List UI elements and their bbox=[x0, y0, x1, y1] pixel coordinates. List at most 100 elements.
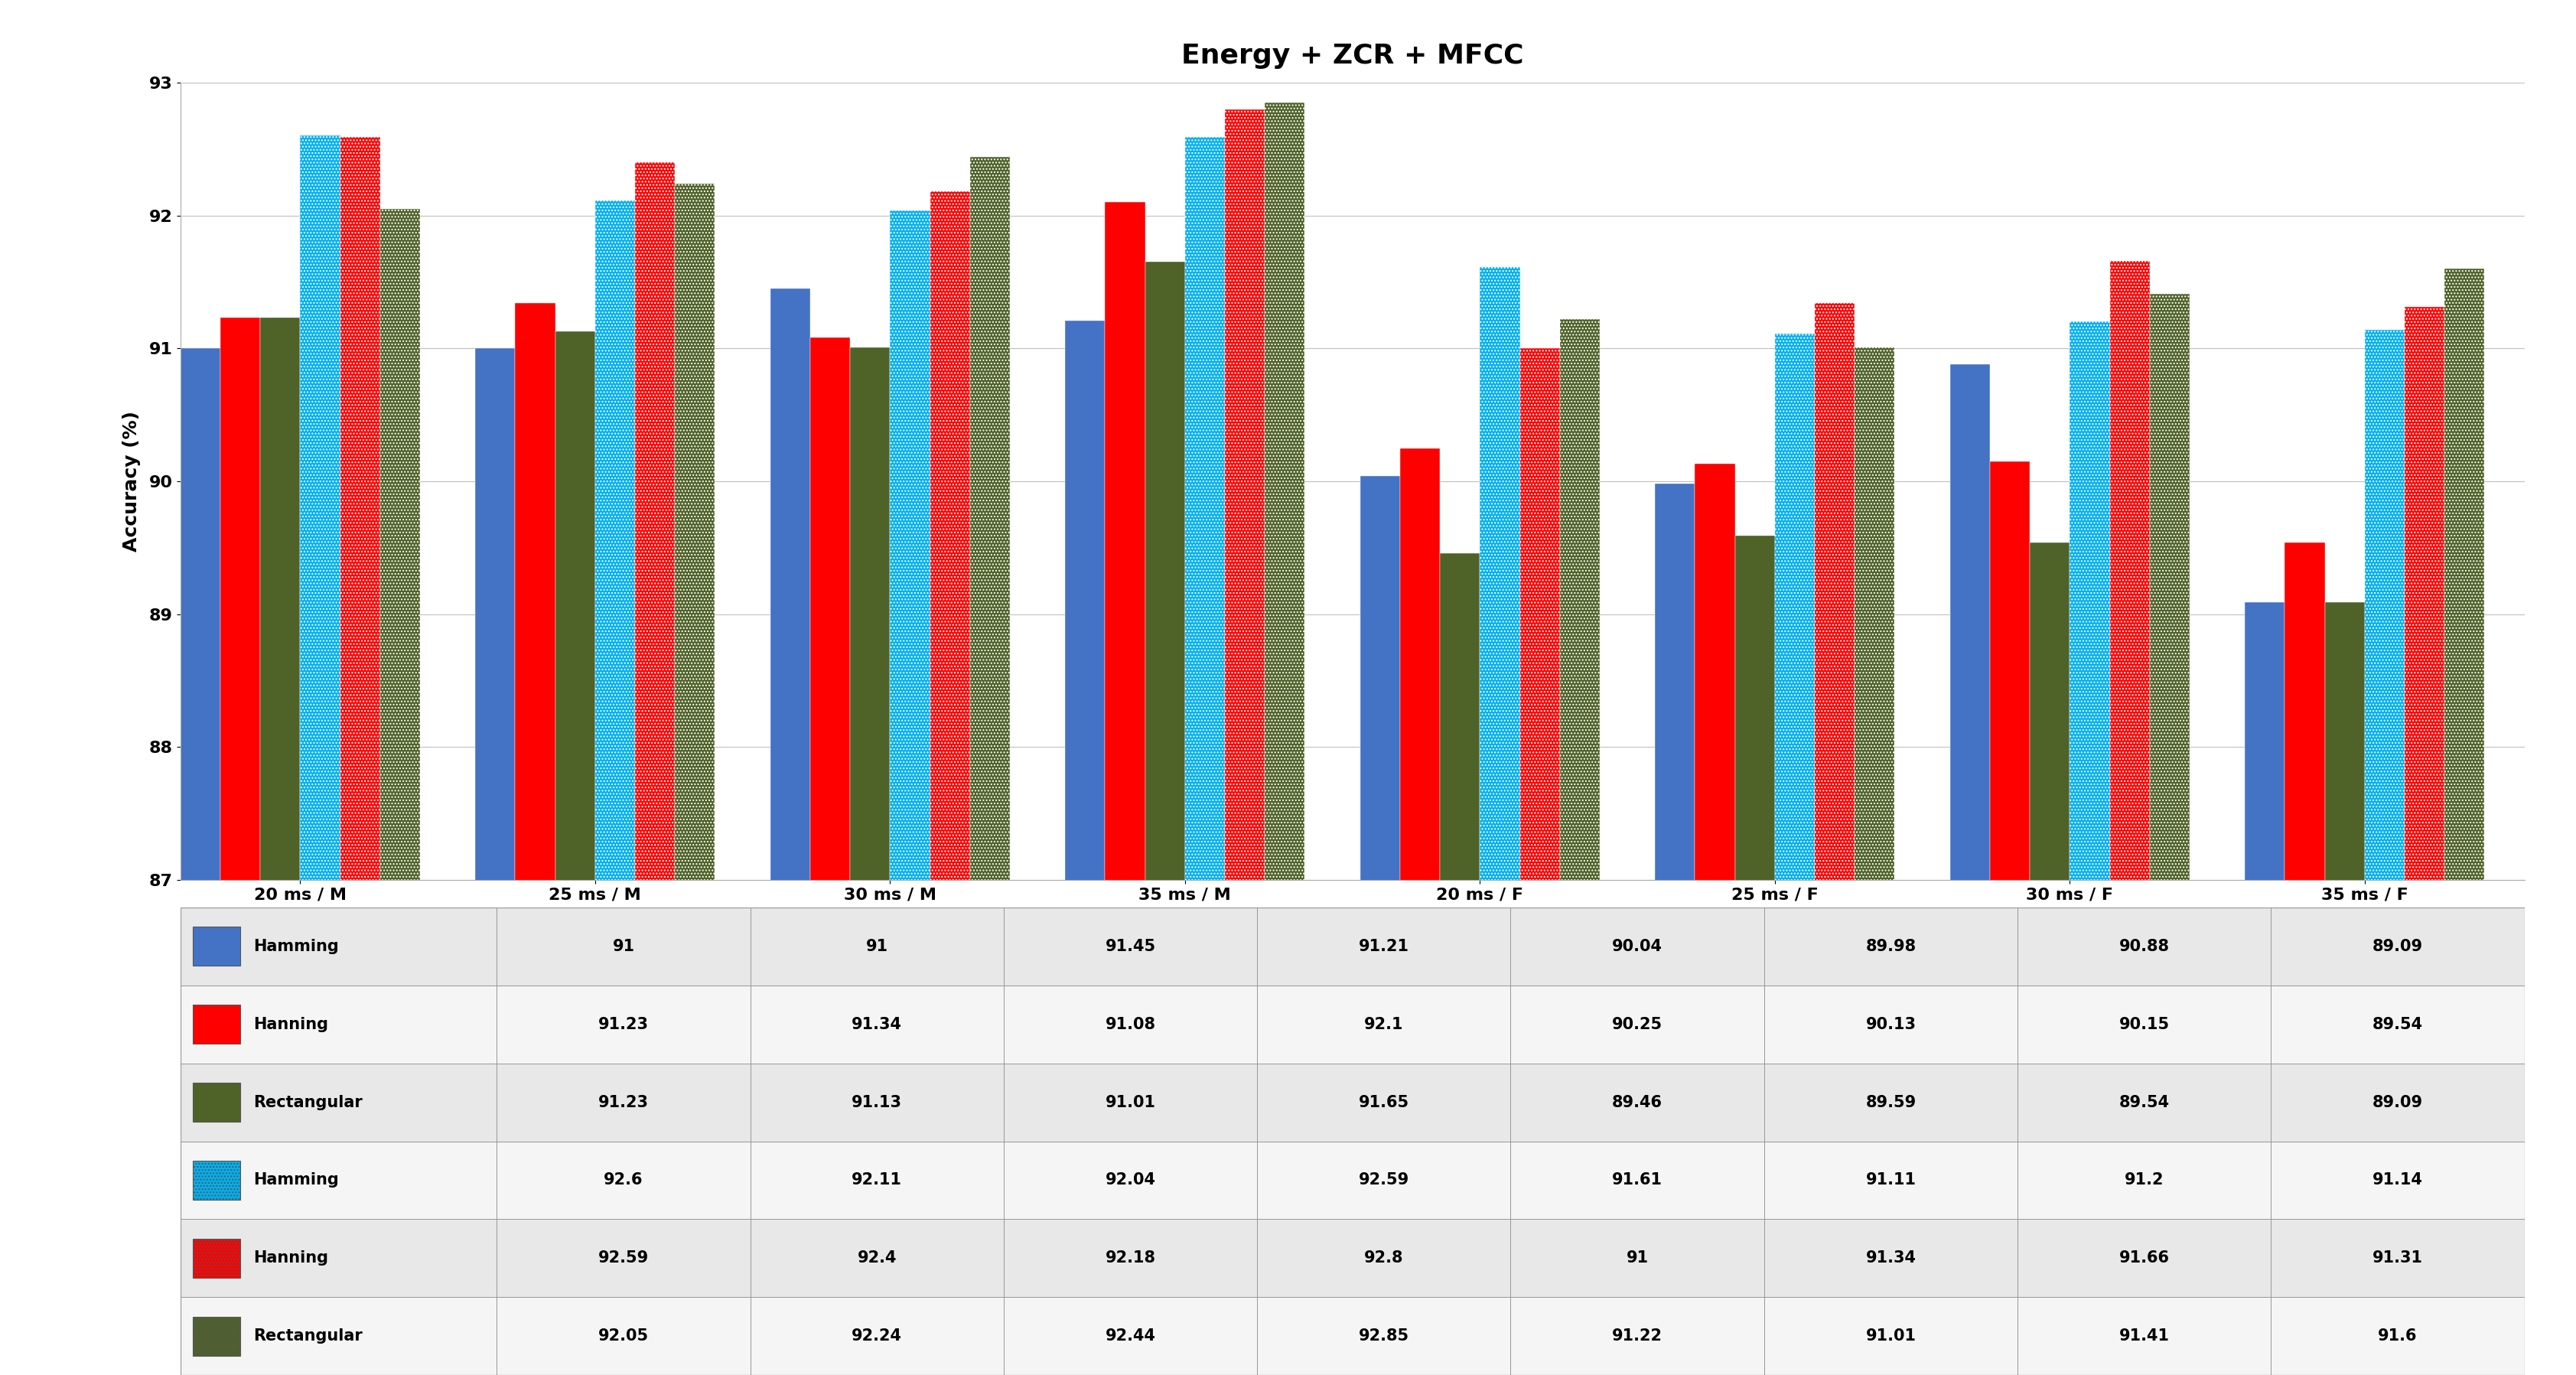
Bar bbox=[1561, 319, 1600, 1375]
Bar bbox=[556, 331, 595, 1375]
Bar bbox=[971, 157, 1010, 1375]
Bar bbox=[1775, 334, 1814, 1375]
Bar bbox=[809, 338, 850, 1375]
Text: 91.14: 91.14 bbox=[2372, 1173, 2424, 1188]
Text: 91.23: 91.23 bbox=[598, 1016, 649, 1033]
Bar bbox=[850, 346, 891, 1375]
Bar bbox=[1064, 320, 1105, 1375]
Bar bbox=[193, 927, 240, 965]
Text: Hamming: Hamming bbox=[252, 939, 337, 954]
Text: 92.59: 92.59 bbox=[1358, 1173, 1409, 1188]
Text: 89.54: 89.54 bbox=[2120, 1094, 2169, 1110]
Bar bbox=[301, 136, 340, 1375]
Bar bbox=[1989, 462, 2030, 1375]
Bar bbox=[1520, 348, 1561, 1375]
Text: 91.34: 91.34 bbox=[1865, 1250, 1917, 1266]
Bar bbox=[193, 1005, 240, 1044]
Bar bbox=[1360, 476, 1399, 1375]
Bar bbox=[1226, 109, 1265, 1375]
Bar bbox=[1399, 448, 1440, 1375]
Bar bbox=[1479, 267, 1520, 1375]
Text: 91.31: 91.31 bbox=[2372, 1250, 2424, 1266]
Text: 91: 91 bbox=[866, 939, 889, 954]
Bar bbox=[1144, 261, 1185, 1375]
Text: 89.46: 89.46 bbox=[1613, 1094, 1662, 1110]
Text: 91.45: 91.45 bbox=[1105, 939, 1157, 954]
Bar bbox=[193, 1084, 240, 1122]
Text: 91: 91 bbox=[613, 939, 634, 954]
Bar bbox=[1440, 553, 1479, 1375]
Bar bbox=[1185, 138, 1226, 1375]
Text: 92.44: 92.44 bbox=[1105, 1328, 1157, 1343]
Bar bbox=[180, 1141, 2524, 1220]
Text: 91.2: 91.2 bbox=[2125, 1173, 2164, 1188]
Text: 91.01: 91.01 bbox=[1865, 1328, 1917, 1343]
Text: 91: 91 bbox=[1625, 1250, 1649, 1266]
Y-axis label: Accuracy (%): Accuracy (%) bbox=[121, 411, 142, 551]
Text: 91.22: 91.22 bbox=[1613, 1328, 1662, 1343]
Bar bbox=[770, 289, 809, 1375]
Text: 91.65: 91.65 bbox=[1358, 1094, 1409, 1110]
Bar bbox=[891, 210, 930, 1375]
Bar bbox=[222, 318, 260, 1375]
Bar bbox=[1105, 202, 1144, 1375]
Text: 90.25: 90.25 bbox=[1613, 1016, 1662, 1033]
Text: 91.08: 91.08 bbox=[1105, 1016, 1157, 1033]
Title: Energy + ZCR + MFCC: Energy + ZCR + MFCC bbox=[1182, 43, 1522, 69]
Bar bbox=[1695, 463, 1734, 1375]
Bar bbox=[180, 1220, 2524, 1297]
Bar bbox=[2403, 307, 2445, 1375]
Text: 92.4: 92.4 bbox=[858, 1250, 896, 1266]
Text: Hamming: Hamming bbox=[252, 1173, 337, 1188]
Text: 90.13: 90.13 bbox=[1865, 1016, 1917, 1033]
Text: 91.61: 91.61 bbox=[1613, 1173, 1662, 1188]
Text: 89.09: 89.09 bbox=[2372, 939, 2424, 954]
Bar bbox=[180, 1063, 2524, 1141]
Bar bbox=[474, 348, 515, 1375]
Bar bbox=[1265, 103, 1306, 1375]
Text: 91.6: 91.6 bbox=[2378, 1328, 2416, 1343]
Text: 92.05: 92.05 bbox=[598, 1328, 649, 1343]
Text: 91.34: 91.34 bbox=[853, 1016, 902, 1033]
Bar bbox=[595, 201, 636, 1375]
Text: 91.66: 91.66 bbox=[2120, 1250, 2169, 1266]
Text: Hanning: Hanning bbox=[252, 1250, 327, 1266]
Text: 91.21: 91.21 bbox=[1358, 939, 1409, 954]
Bar bbox=[2285, 542, 2324, 1375]
Text: 92.6: 92.6 bbox=[603, 1173, 644, 1188]
Text: 91.41: 91.41 bbox=[2120, 1328, 2169, 1343]
Bar bbox=[193, 1239, 240, 1277]
Bar bbox=[193, 1160, 240, 1199]
Bar bbox=[515, 302, 556, 1375]
Text: 92.85: 92.85 bbox=[1358, 1328, 1409, 1343]
Bar bbox=[180, 348, 222, 1375]
Text: 92.18: 92.18 bbox=[1105, 1250, 1157, 1266]
Bar bbox=[2324, 602, 2365, 1375]
Text: 92.11: 92.11 bbox=[853, 1173, 902, 1188]
Text: 89.98: 89.98 bbox=[1865, 939, 1917, 954]
Text: 92.04: 92.04 bbox=[1105, 1173, 1157, 1188]
Text: 89.54: 89.54 bbox=[2372, 1016, 2424, 1033]
Bar bbox=[1654, 484, 1695, 1375]
Bar bbox=[2069, 322, 2110, 1375]
Bar bbox=[2365, 330, 2403, 1375]
Text: 92.8: 92.8 bbox=[1365, 1250, 1404, 1266]
Bar bbox=[675, 183, 716, 1375]
Text: 91.23: 91.23 bbox=[598, 1094, 649, 1110]
Bar bbox=[381, 209, 420, 1375]
Text: 90.15: 90.15 bbox=[2120, 1016, 2169, 1033]
Bar bbox=[930, 191, 971, 1375]
Bar bbox=[260, 318, 301, 1375]
Text: 91.01: 91.01 bbox=[1105, 1094, 1157, 1110]
Bar bbox=[2030, 542, 2069, 1375]
Text: 90.88: 90.88 bbox=[2120, 939, 2169, 954]
Bar bbox=[2110, 261, 2148, 1375]
Bar bbox=[1950, 364, 1989, 1375]
Text: 89.59: 89.59 bbox=[1865, 1094, 1917, 1110]
Bar bbox=[1734, 536, 1775, 1375]
Text: Rectangular: Rectangular bbox=[252, 1094, 363, 1110]
Bar bbox=[180, 986, 2524, 1063]
Text: 91.11: 91.11 bbox=[1865, 1173, 1917, 1188]
Bar bbox=[2445, 268, 2483, 1375]
Text: 92.59: 92.59 bbox=[598, 1250, 649, 1266]
